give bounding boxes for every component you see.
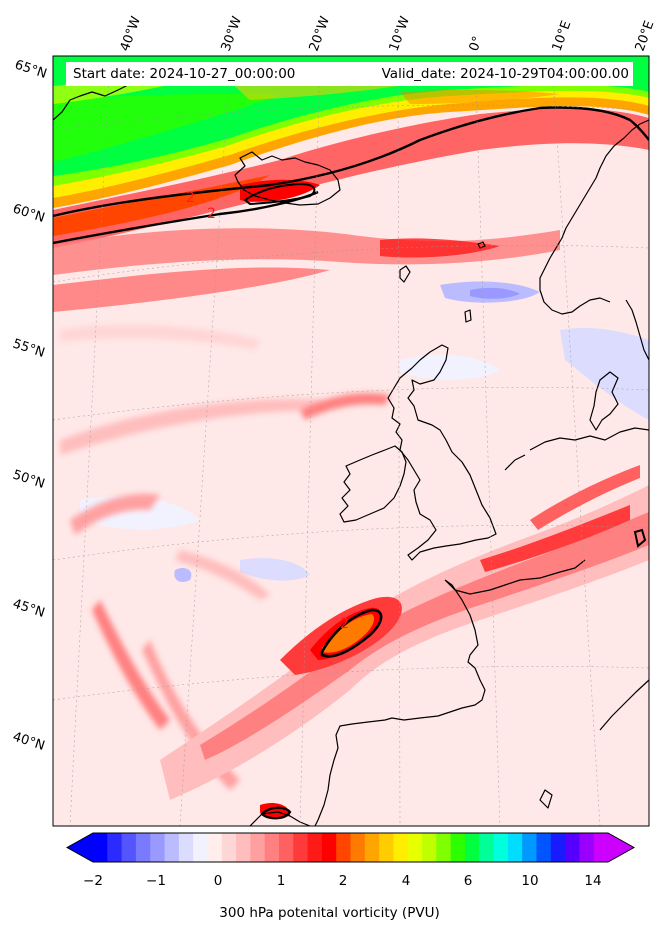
lat-label: 60°N bbox=[11, 202, 47, 226]
colorbar-swatch bbox=[307, 833, 323, 862]
lon-label: 20°E bbox=[633, 19, 658, 54]
colorbar-swatch bbox=[150, 833, 166, 862]
lat-label: 45°N bbox=[11, 597, 47, 621]
colorbar-swatch bbox=[507, 833, 523, 862]
colorbar-tick-label: −2 bbox=[83, 873, 103, 889]
colorbar-tick-label: −1 bbox=[146, 873, 166, 889]
colorbar-swatch bbox=[593, 833, 609, 862]
lon-label: 20°W bbox=[307, 14, 333, 53]
colorbar-swatch bbox=[221, 833, 237, 862]
lat-label: 50°N bbox=[11, 468, 47, 492]
colorbar-swatch bbox=[107, 833, 123, 862]
graticule bbox=[53, 56, 649, 826]
colorbar-swatch bbox=[522, 833, 537, 862]
pv-streaks bbox=[60, 324, 390, 790]
colorbar-swatch bbox=[278, 833, 294, 862]
latitude-labels: 65°N 60°N 55°N 50°N 45°N 40°N bbox=[11, 58, 49, 754]
lat-label: 55°N bbox=[11, 337, 47, 361]
colorbar-swatch bbox=[422, 833, 437, 862]
colorbar-swatch bbox=[464, 833, 480, 862]
longitude-labels: 40°W 30°W 20°W 10°W 0° 10°E 20°E bbox=[118, 14, 658, 53]
colorbar-extend-high bbox=[608, 833, 634, 862]
lon-label: 40°W bbox=[118, 14, 144, 53]
colorbar-swatch bbox=[450, 833, 466, 862]
colorbar-swatch bbox=[93, 833, 108, 862]
map-panel[interactable]: 2 2 2 bbox=[53, 56, 649, 826]
colorbar-swatch bbox=[393, 833, 409, 862]
pv-2-contours bbox=[53, 106, 649, 820]
contour-label: 2 bbox=[340, 616, 349, 632]
pv-streamer-south bbox=[160, 465, 649, 820]
colorbar-swatch bbox=[250, 833, 266, 862]
lon-label: 10°E bbox=[550, 19, 575, 54]
colorbar-swatch bbox=[321, 833, 337, 862]
colorbar-tick-label: 0 bbox=[214, 873, 223, 889]
colorbar-tick-label: 4 bbox=[402, 873, 411, 889]
colorbar-swatch bbox=[436, 833, 452, 862]
colorbar-swatch bbox=[121, 833, 137, 862]
colorbar-swatch bbox=[336, 833, 351, 862]
colorbar-swatch bbox=[565, 833, 580, 862]
lat-label: 65°N bbox=[13, 58, 49, 82]
coastlines bbox=[53, 63, 649, 826]
valid-date-text: Valid_date: 2024-10-29T04:00:00.00 bbox=[381, 66, 629, 82]
colorbar-swatch bbox=[236, 833, 251, 862]
colorbar-swatch bbox=[536, 833, 552, 862]
colorbar-swatch bbox=[579, 833, 595, 862]
colorbar-swatch bbox=[550, 833, 566, 862]
colorbar-swatch bbox=[164, 833, 180, 862]
contour-label: 2 bbox=[207, 206, 216, 222]
colorbar-swatch bbox=[350, 833, 366, 862]
colorbar-swatch bbox=[207, 833, 223, 862]
colorbar-swatch bbox=[178, 833, 194, 862]
colorbar-swatch bbox=[479, 833, 495, 862]
lon-label: 10°W bbox=[387, 14, 413, 53]
colorbar-tick-label: 2 bbox=[339, 873, 348, 889]
colorbar-tick-label: 6 bbox=[464, 873, 473, 889]
colorbar-swatch bbox=[135, 833, 151, 862]
colorbar-tick-label: 10 bbox=[521, 873, 538, 889]
colorbar-swatch bbox=[493, 833, 509, 862]
colorbar-swatch bbox=[193, 833, 208, 862]
date-info-box: Start date: 2024-10-27_00:00:00 Valid_da… bbox=[66, 62, 633, 86]
colorbar-swatch bbox=[364, 833, 380, 862]
colorbar-tick-label: 1 bbox=[277, 873, 286, 889]
colorbar-outline bbox=[65, 832, 636, 863]
colorbar-extend-low bbox=[67, 833, 93, 862]
colorbar-swatch bbox=[264, 833, 280, 862]
colorbar-tick-label: 14 bbox=[584, 873, 601, 889]
colorbar-swatch bbox=[293, 833, 309, 862]
colorbar bbox=[65, 832, 636, 863]
lat-label: 40°N bbox=[11, 730, 47, 754]
lon-label: 0° bbox=[467, 34, 486, 53]
colorbar-swatch bbox=[379, 833, 394, 862]
map-border bbox=[52, 55, 650, 827]
contour-label: 2 bbox=[186, 190, 195, 206]
start-date-text: Start date: 2024-10-27_00:00:00 bbox=[73, 66, 296, 82]
contour-labels: 2 2 2 bbox=[186, 190, 349, 632]
colorbar-swatch bbox=[407, 833, 423, 862]
high-pv-region bbox=[53, 56, 649, 208]
colorbar-ticks: −2 −1 0 1 2 4 6 10 14 bbox=[83, 873, 602, 889]
colorbar-title: 300 hPa potenital vorticity (PVU) bbox=[219, 905, 440, 921]
lon-label: 30°W bbox=[219, 14, 245, 53]
